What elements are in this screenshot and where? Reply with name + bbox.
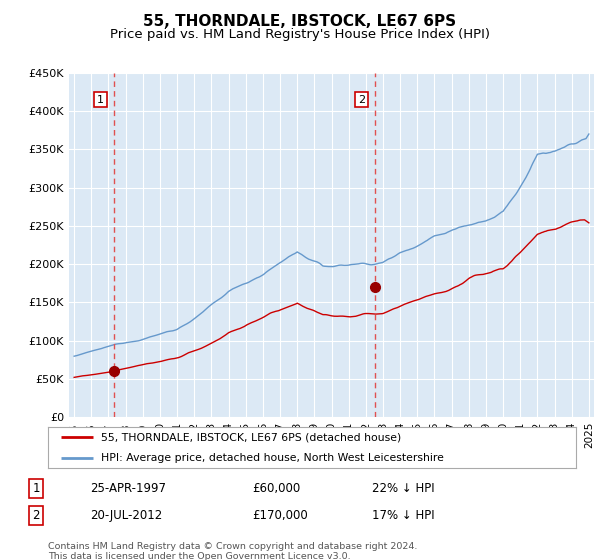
Text: 55, THORNDALE, IBSTOCK, LE67 6PS (detached house): 55, THORNDALE, IBSTOCK, LE67 6PS (detach… xyxy=(101,432,401,442)
Text: 55, THORNDALE, IBSTOCK, LE67 6PS: 55, THORNDALE, IBSTOCK, LE67 6PS xyxy=(143,14,457,29)
Text: HPI: Average price, detached house, North West Leicestershire: HPI: Average price, detached house, Nort… xyxy=(101,452,443,463)
Text: 22% ↓ HPI: 22% ↓ HPI xyxy=(372,482,434,495)
Text: 1: 1 xyxy=(32,482,40,495)
Text: 25-APR-1997: 25-APR-1997 xyxy=(90,482,166,495)
Text: 2: 2 xyxy=(32,508,40,522)
Text: 1: 1 xyxy=(97,95,104,105)
Text: 2: 2 xyxy=(358,95,365,105)
Text: £170,000: £170,000 xyxy=(252,508,308,522)
Text: 20-JUL-2012: 20-JUL-2012 xyxy=(90,508,162,522)
Text: 17% ↓ HPI: 17% ↓ HPI xyxy=(372,508,434,522)
Text: £60,000: £60,000 xyxy=(252,482,300,495)
Text: Contains HM Land Registry data © Crown copyright and database right 2024.
This d: Contains HM Land Registry data © Crown c… xyxy=(48,542,418,560)
Text: Price paid vs. HM Land Registry's House Price Index (HPI): Price paid vs. HM Land Registry's House … xyxy=(110,28,490,41)
